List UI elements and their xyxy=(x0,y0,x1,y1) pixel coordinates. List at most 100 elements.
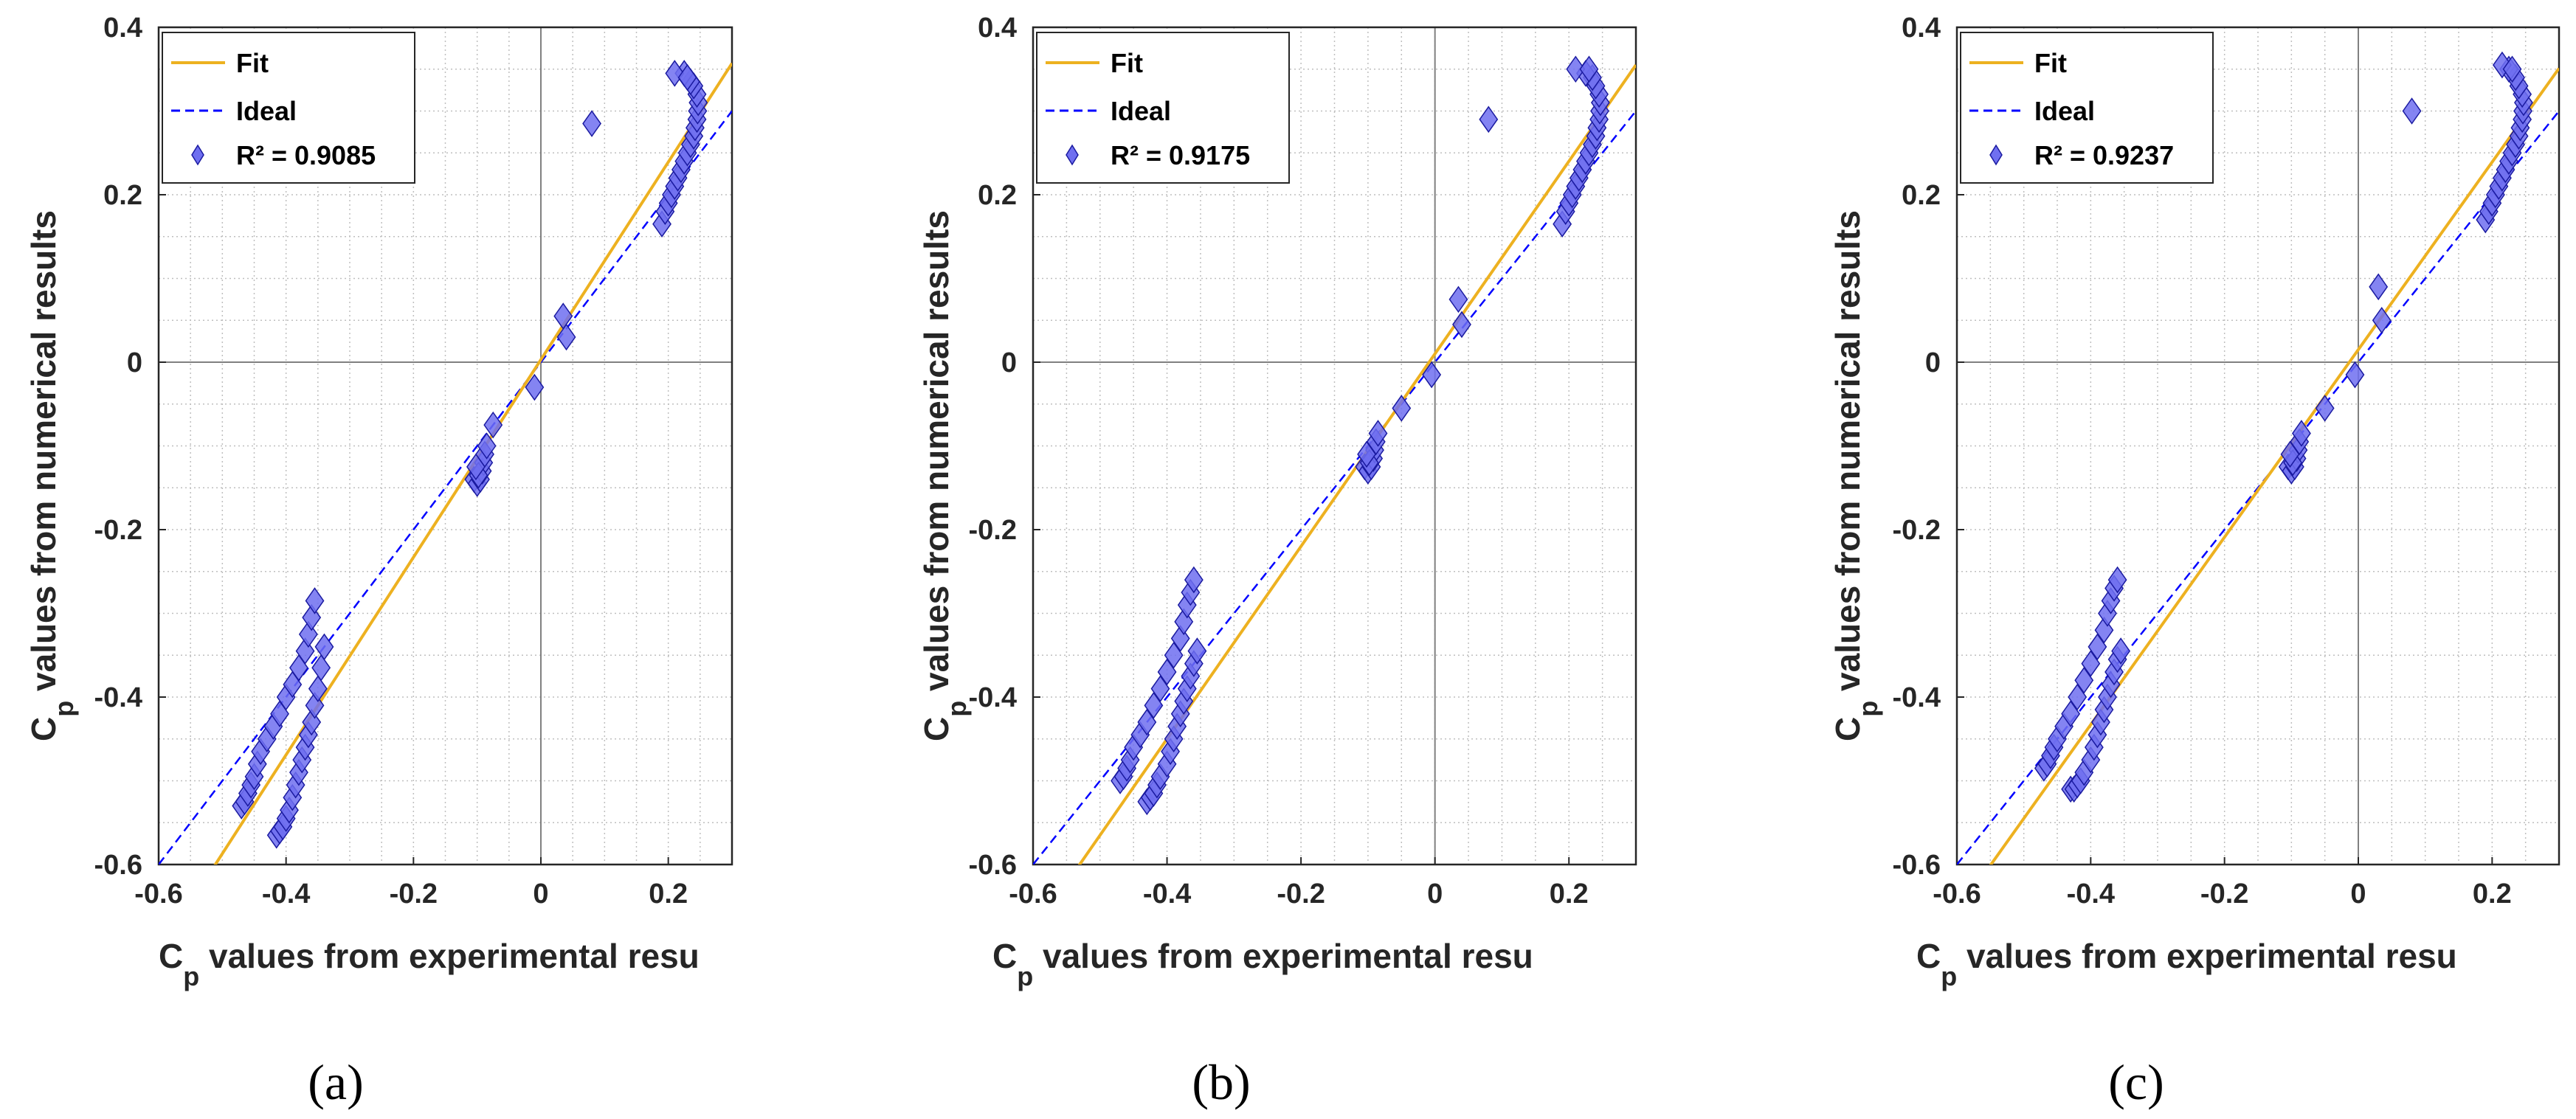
y-tick-label: 0.4 xyxy=(1902,13,1941,44)
y-tick-label: -0.4 xyxy=(969,682,1017,713)
axes-layer xyxy=(1955,26,2561,866)
ideal-line xyxy=(1033,110,1636,865)
legend-marker-swatch xyxy=(1989,144,2003,166)
points-layer xyxy=(2034,51,2533,803)
y-tick-label: -0.2 xyxy=(94,515,142,546)
data-point xyxy=(1566,55,1586,83)
legend-r2-label: R² = 0.9175 xyxy=(1111,140,1250,170)
y-tick-label: 0 xyxy=(1925,347,1941,378)
y-axis-label: Cp values from numerical results xyxy=(24,210,79,741)
legend-box xyxy=(1036,32,1290,184)
data-point xyxy=(311,654,331,682)
data-point xyxy=(2345,361,2365,389)
data-point xyxy=(308,675,328,702)
x-tick-label: 0.2 xyxy=(1550,879,1589,910)
x-tick-label: -0.2 xyxy=(2200,879,2248,910)
data-point xyxy=(1144,692,1164,719)
x-tick-label: -0.4 xyxy=(2067,879,2115,910)
x-axis-label: Cp values from experimental resu xyxy=(992,937,1533,991)
legend-fit-label: Fit xyxy=(236,48,269,78)
data-point xyxy=(1150,675,1170,702)
legend-fit-label: Fit xyxy=(1111,48,1143,78)
data-point xyxy=(2111,637,2131,665)
y-axis-label: Cp values from numerical results xyxy=(1829,210,1883,741)
ticks-layer: -0.6 -0.4 -0.2 0 0.2 -0.6 -0.4 -0.2 0 0.2 0.4 xyxy=(94,13,688,910)
x-tick-label: -0.2 xyxy=(1277,879,1325,910)
data-point xyxy=(2280,440,2300,468)
panel-caption: (a) xyxy=(308,1054,363,1110)
legend-ideal-label: Ideal xyxy=(2034,96,2095,126)
data-point xyxy=(1357,440,1376,468)
data-point xyxy=(665,60,685,87)
points-layer xyxy=(232,60,708,849)
chart-panel-b: -0.6 -0.4 -0.2 0 0.2 -0.6 -0.4 -0.2 0 0.2 0.4 Cp v… xyxy=(917,13,1637,1110)
plot-frame xyxy=(1955,26,2561,866)
legend: Fit Ideal R² = 0.9175 xyxy=(1036,32,1290,184)
data-point xyxy=(1187,637,1207,665)
x-tick-label: -0.6 xyxy=(1933,879,1981,910)
y-tick-label: -0.4 xyxy=(94,682,142,713)
x-tick-label: -0.2 xyxy=(390,879,438,910)
y-tick-label: -0.2 xyxy=(969,515,1017,546)
lines-layer xyxy=(159,62,732,865)
ticks-layer: -0.6 -0.4 -0.2 0 0.2 -0.6 -0.4 -0.2 0 0.2 0.4 xyxy=(1893,13,2512,910)
legend-fit-label: Fit xyxy=(2034,48,2067,78)
data-point xyxy=(2068,683,2088,711)
data-point xyxy=(1392,395,1412,422)
data-point xyxy=(1368,420,1388,447)
legend-marker-swatch xyxy=(1066,144,1079,166)
data-point xyxy=(483,411,503,439)
y-tick-label: -0.2 xyxy=(1893,515,1941,546)
data-point xyxy=(1184,566,1204,594)
y-axis-label: Cp values from numerical results xyxy=(917,210,972,741)
x-tick-label: 0.2 xyxy=(2473,879,2512,910)
data-point xyxy=(677,63,697,91)
chart-panel-c: -0.6 -0.4 -0.2 0 0.2 -0.6 -0.4 -0.2 0 0.2 0.4 Cp v… xyxy=(1829,13,2561,1110)
fit-line xyxy=(1077,63,1636,865)
data-point xyxy=(2292,420,2311,447)
data-point xyxy=(1479,105,1499,134)
legend-ideal-label: Ideal xyxy=(236,96,297,126)
data-point xyxy=(2402,97,2422,125)
data-point xyxy=(1164,641,1184,669)
plot-frame xyxy=(157,26,733,866)
y-tick-label: 0.2 xyxy=(978,180,1017,211)
data-point xyxy=(305,587,325,614)
data-point xyxy=(582,110,601,137)
x-tick-label: 0 xyxy=(1427,879,1443,910)
data-point xyxy=(2369,273,2389,301)
y-tick-label: 0.2 xyxy=(103,180,142,211)
legend: Fit Ideal R² = 0.9085 xyxy=(162,32,415,184)
x-tick-label: 0 xyxy=(533,879,548,910)
y-tick-label: -0.6 xyxy=(1893,850,1941,881)
legend-r2-label: R² = 0.9085 xyxy=(236,140,376,170)
fit-line xyxy=(1989,67,2559,865)
y-tick-label: 0 xyxy=(1001,347,1017,378)
data-point xyxy=(477,432,497,460)
data-point xyxy=(2061,700,2081,728)
data-point xyxy=(2081,650,2101,677)
legend-ideal-label: Ideal xyxy=(1111,96,1171,126)
data-point xyxy=(2074,666,2094,694)
ideal-line xyxy=(159,110,732,865)
points-layer xyxy=(1111,55,1610,816)
x-tick-label: -0.6 xyxy=(1009,879,1057,910)
legend-marker-swatch xyxy=(191,144,204,166)
data-point xyxy=(1137,708,1157,736)
data-point xyxy=(1422,361,1442,389)
ticks-layer: -0.6 -0.4 -0.2 0 0.2 -0.6 -0.4 -0.2 0 0.2 0.4 xyxy=(969,13,1589,910)
y-tick-label: 0.4 xyxy=(103,13,142,44)
x-axis-label: Cp values from experimental resu xyxy=(1916,937,2457,991)
panel-caption: (c) xyxy=(2108,1054,2164,1110)
y-tick-label: 0.2 xyxy=(1902,180,1941,211)
data-point xyxy=(1452,311,1471,339)
legend-box xyxy=(1960,32,2214,184)
data-point xyxy=(1448,285,1468,313)
data-point xyxy=(1579,55,1599,83)
axes-layer xyxy=(1032,26,1637,866)
legend-box xyxy=(162,32,415,184)
data-point xyxy=(2315,395,2335,422)
plot-frame xyxy=(1032,26,1637,866)
fit-line xyxy=(213,62,732,865)
y-tick-label: 0 xyxy=(127,347,142,378)
